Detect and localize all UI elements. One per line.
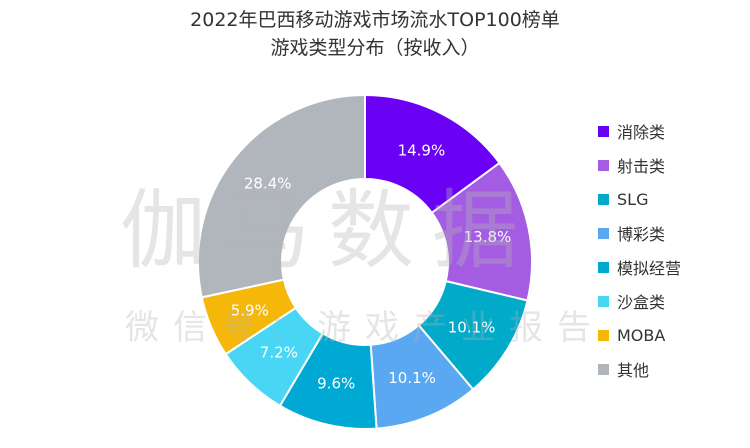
slice-value-label-1: 14.9% <box>398 141 446 159</box>
legend-item: 沙盒类 <box>598 284 748 318</box>
legend-swatch <box>598 363 609 375</box>
slice-value-label-3: 10.1% <box>448 318 496 336</box>
legend-swatch <box>598 227 609 239</box>
legend-item: 博彩类 <box>598 216 748 250</box>
legend-item: 模拟经营 <box>598 250 748 284</box>
legend-label: 博彩类 <box>617 225 666 244</box>
slice-value-label-2: 13.8% <box>464 228 512 246</box>
legend-label: MOBA <box>617 325 666 345</box>
legend-item: 其他 <box>598 352 748 386</box>
legend-swatch <box>598 295 609 307</box>
legend-label: 消除类 <box>617 123 666 142</box>
legend-label: 模拟经营 <box>617 259 682 278</box>
legend-label: 射击类 <box>617 157 666 176</box>
legend-swatch <box>598 329 609 341</box>
chart-legend: 消除类射击类 SLG 博彩类模拟经营沙盒类 MOBA 其他 <box>598 114 748 386</box>
legend-label: 沙盒类 <box>617 293 666 312</box>
legend-item: 消除类 <box>598 114 748 148</box>
chart-subtitle: 游戏类型分布（按收入） <box>270 37 480 59</box>
legend-item: SLG <box>598 182 748 216</box>
slice-value-label-4: 10.1% <box>388 369 436 387</box>
chart-title: 2022年巴西移动游戏市场流水TOP100榜单 <box>190 9 560 31</box>
legend-swatch <box>598 125 609 137</box>
legend-item: 射击类 <box>598 148 748 182</box>
donut-slice-8 <box>197 93 366 299</box>
legend-item: MOBA <box>598 318 748 352</box>
legend-swatch <box>598 159 609 171</box>
legend-label: 其他 <box>617 361 650 380</box>
slice-value-label-8: 28.4% <box>244 175 292 193</box>
legend-label: SLG <box>617 189 649 209</box>
legend-swatch <box>598 261 609 273</box>
chart-title-block: 2022年巴西移动游戏市场流水TOP100榜单 游戏类型分布（按收入） <box>0 6 750 62</box>
slice-value-label-7: 5.9% <box>231 302 269 320</box>
slice-value-label-6: 7.2% <box>260 344 298 362</box>
legend-swatch <box>598 193 609 205</box>
slice-value-label-5: 9.6% <box>317 375 355 393</box>
